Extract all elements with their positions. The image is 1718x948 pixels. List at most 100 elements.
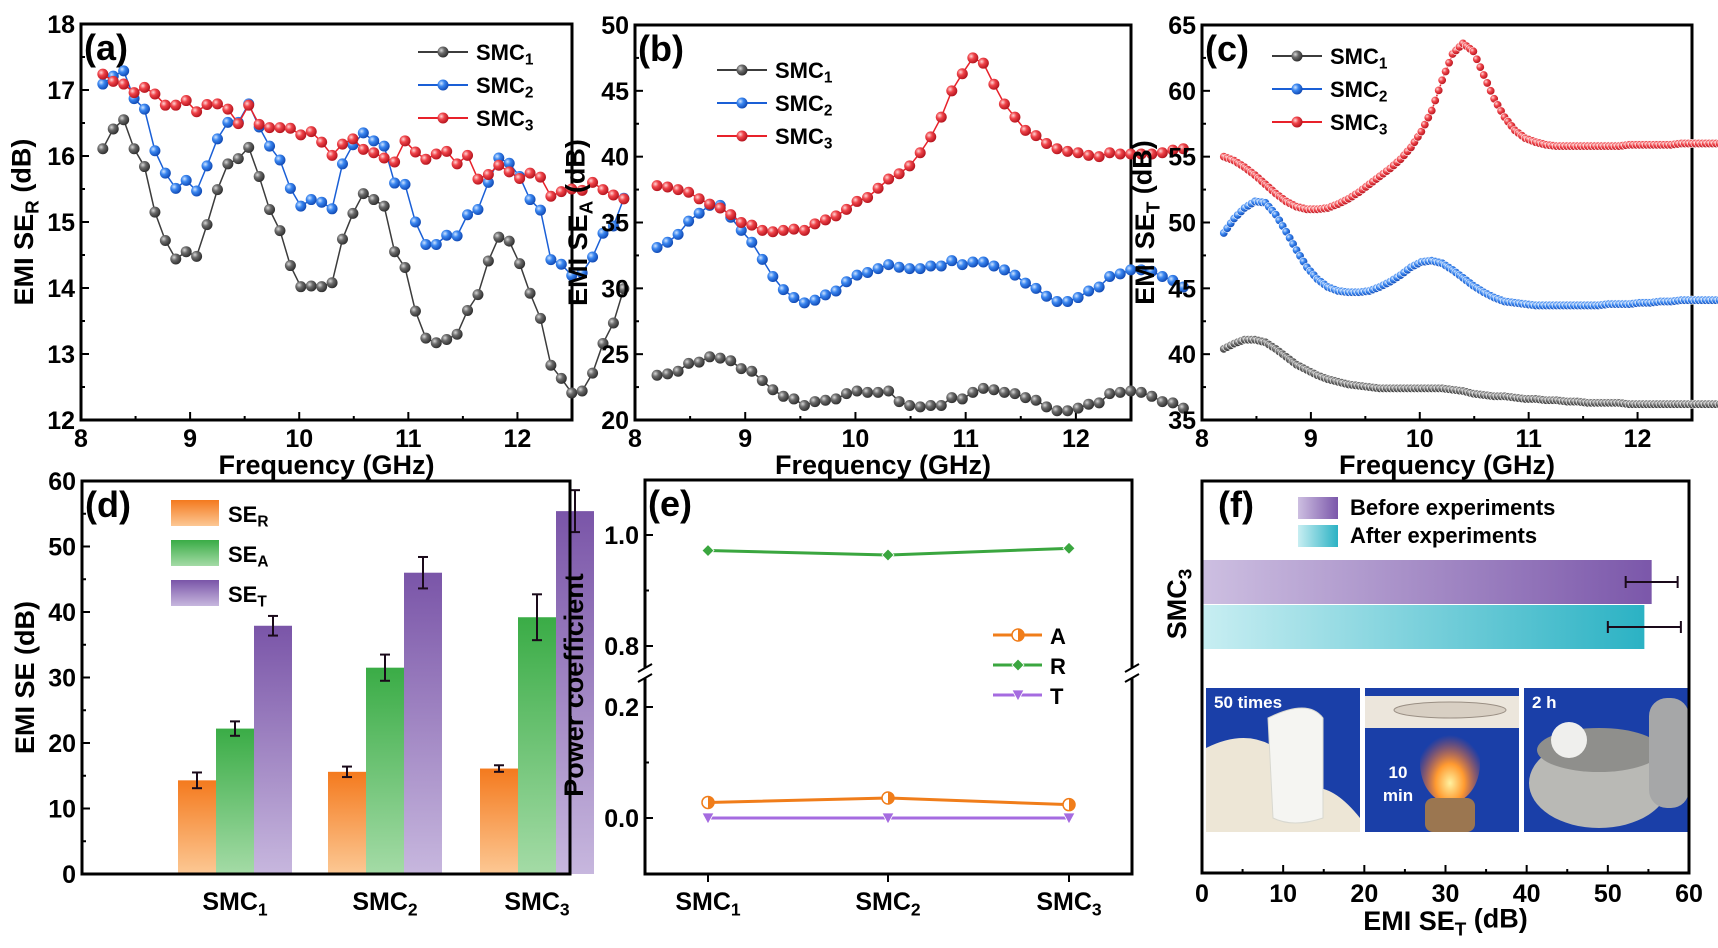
- data-point: [756, 253, 768, 265]
- bar: [216, 728, 254, 874]
- data-point: [998, 386, 1010, 398]
- data-point: [651, 369, 663, 381]
- data-point: [683, 357, 695, 369]
- axis-break-gap: [639, 668, 651, 678]
- data-point: [336, 158, 348, 170]
- data-point: [430, 148, 442, 160]
- data-point: [389, 246, 401, 258]
- x-category-label: SMC2: [855, 888, 921, 919]
- y-axis-title-unit: (dB): [1128, 140, 1158, 201]
- data-point: [97, 78, 109, 90]
- x-category-label-sub: 1: [258, 899, 268, 919]
- data-point: [788, 292, 800, 304]
- data-point: [946, 85, 958, 97]
- data-point: [1135, 148, 1147, 160]
- data-point: [662, 368, 674, 380]
- y-tick-label: 1.0: [604, 522, 639, 550]
- data-point: [1051, 296, 1063, 307]
- legend-label-main: SMC: [476, 106, 525, 131]
- y-tick-label: 0.2: [604, 694, 639, 722]
- data-point: [925, 260, 937, 272]
- y-axis-title-sub: 3: [1176, 569, 1197, 580]
- x-category-label-sub: 3: [1092, 899, 1102, 919]
- data-point: [1041, 290, 1053, 302]
- data-point: [1167, 274, 1179, 286]
- data-point: [284, 182, 296, 194]
- y-axis-title-main: EMI SE: [563, 214, 593, 306]
- marker-half: [1018, 629, 1024, 641]
- data-point: [222, 103, 234, 115]
- data-point: [618, 283, 630, 295]
- panel-label: (e): [648, 483, 692, 524]
- diamond-marker: [1062, 541, 1076, 555]
- data-point: [264, 122, 276, 134]
- axis-break-mark: [1124, 663, 1140, 673]
- x-axis-title: Frequency (GHz): [775, 450, 991, 480]
- data-point: [107, 75, 119, 87]
- film-disc: [1551, 722, 1587, 758]
- y-axis-title: EMI SEA (dB): [561, 139, 598, 306]
- x-category-label: SMC3: [504, 888, 570, 919]
- data-point: [714, 352, 726, 364]
- data-point: [555, 372, 567, 384]
- y-axis-title: Power coefficient: [559, 573, 589, 797]
- data-point: [347, 133, 359, 145]
- data-point: [893, 396, 905, 408]
- data-point: [693, 207, 705, 219]
- legend-label-sub: 1: [824, 70, 833, 87]
- burner: [1425, 798, 1475, 832]
- data-point: [128, 143, 140, 155]
- x-tick-label: 60: [1675, 880, 1703, 908]
- data-point: [1104, 147, 1116, 159]
- y-tick-label: 35: [1168, 407, 1196, 435]
- data-point: [1104, 270, 1116, 282]
- data-point: [1125, 264, 1137, 276]
- y-axis-title-main: SMC: [1162, 579, 1192, 639]
- data-point: [170, 182, 182, 194]
- data-point: [1019, 392, 1031, 404]
- legend-swatch: [1298, 525, 1338, 547]
- data-point: [946, 392, 958, 404]
- data-point: [1434, 85, 1444, 95]
- data-point: [1135, 386, 1147, 398]
- bar: [480, 768, 518, 874]
- data-point: [1430, 95, 1440, 105]
- data-point: [191, 250, 203, 262]
- axis-break-mark: [1124, 673, 1140, 683]
- data-point: [149, 145, 161, 157]
- data-point: [1093, 151, 1105, 163]
- legend-label-main: SE: [228, 502, 257, 527]
- data-point: [935, 400, 947, 412]
- data-point: [232, 118, 244, 130]
- series-smc1: [1219, 335, 1718, 409]
- data-point: [735, 363, 747, 375]
- x-tick-label: 0: [1195, 880, 1209, 908]
- series-r: [701, 541, 1076, 562]
- bar: [178, 780, 216, 874]
- x-category-label-sub: 2: [911, 899, 921, 919]
- data-point: [264, 140, 276, 152]
- data-point: [704, 351, 716, 363]
- data-point: [1156, 147, 1168, 159]
- data-point: [399, 135, 411, 147]
- legend-label-sub: 3: [824, 136, 833, 153]
- series-smc1: [651, 351, 1189, 417]
- data-point: [714, 202, 726, 214]
- data-point: [756, 375, 768, 386]
- bar: [1202, 605, 1645, 649]
- data-point: [336, 233, 348, 245]
- y-tick-label: 50: [601, 12, 629, 40]
- data-point: [482, 168, 494, 180]
- data-point: [482, 255, 494, 267]
- x-tick-label: 10: [842, 425, 870, 453]
- x-tick-label: 10: [285, 425, 313, 453]
- data-point: [211, 184, 223, 196]
- x-tick-label: 11: [395, 425, 422, 453]
- triangle-marker: [881, 812, 895, 825]
- x-tick-label: 12: [1624, 425, 1652, 453]
- series-smc2: [97, 65, 630, 281]
- data-point: [326, 203, 338, 215]
- legend-label-sub: 2: [1379, 89, 1388, 106]
- x-tick-label: 8: [628, 425, 642, 453]
